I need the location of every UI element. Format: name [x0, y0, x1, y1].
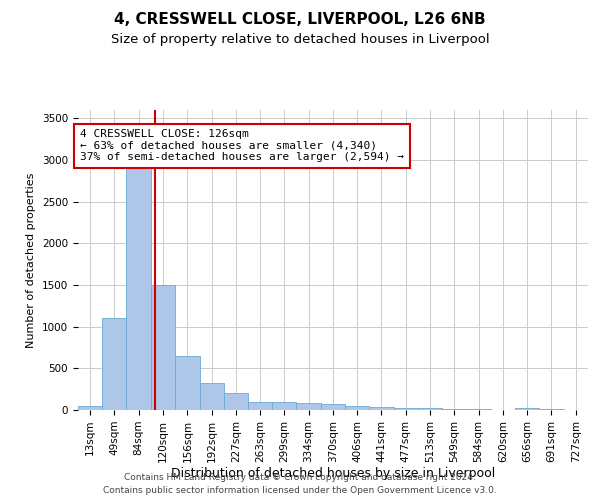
Bar: [224, 394, 248, 410]
Bar: [345, 406, 369, 410]
Bar: [175, 356, 200, 410]
Bar: [539, 409, 563, 410]
Bar: [321, 404, 345, 410]
X-axis label: Distribution of detached houses by size in Liverpool: Distribution of detached houses by size …: [171, 468, 495, 480]
Bar: [296, 402, 321, 410]
Text: Size of property relative to detached houses in Liverpool: Size of property relative to detached ho…: [110, 32, 490, 46]
Text: Contains HM Land Registry data © Crown copyright and database right 2024.: Contains HM Land Registry data © Crown c…: [124, 472, 476, 482]
Bar: [200, 382, 224, 410]
Text: Contains public sector information licensed under the Open Government Licence v3: Contains public sector information licen…: [103, 486, 497, 495]
Bar: [515, 408, 539, 410]
Bar: [151, 285, 175, 410]
Y-axis label: Number of detached properties: Number of detached properties: [26, 172, 37, 348]
Bar: [78, 406, 103, 410]
Bar: [442, 409, 466, 410]
Bar: [103, 318, 126, 410]
Text: 4, CRESSWELL CLOSE, LIVERPOOL, L26 6NB: 4, CRESSWELL CLOSE, LIVERPOOL, L26 6NB: [114, 12, 486, 28]
Text: 4 CRESSWELL CLOSE: 126sqm
← 63% of detached houses are smaller (4,340)
37% of se: 4 CRESSWELL CLOSE: 126sqm ← 63% of detac…: [80, 129, 404, 162]
Bar: [394, 408, 418, 410]
Bar: [369, 406, 394, 410]
Bar: [248, 402, 272, 410]
Bar: [126, 160, 151, 410]
Bar: [272, 402, 296, 410]
Bar: [418, 408, 442, 410]
Bar: [466, 409, 491, 410]
